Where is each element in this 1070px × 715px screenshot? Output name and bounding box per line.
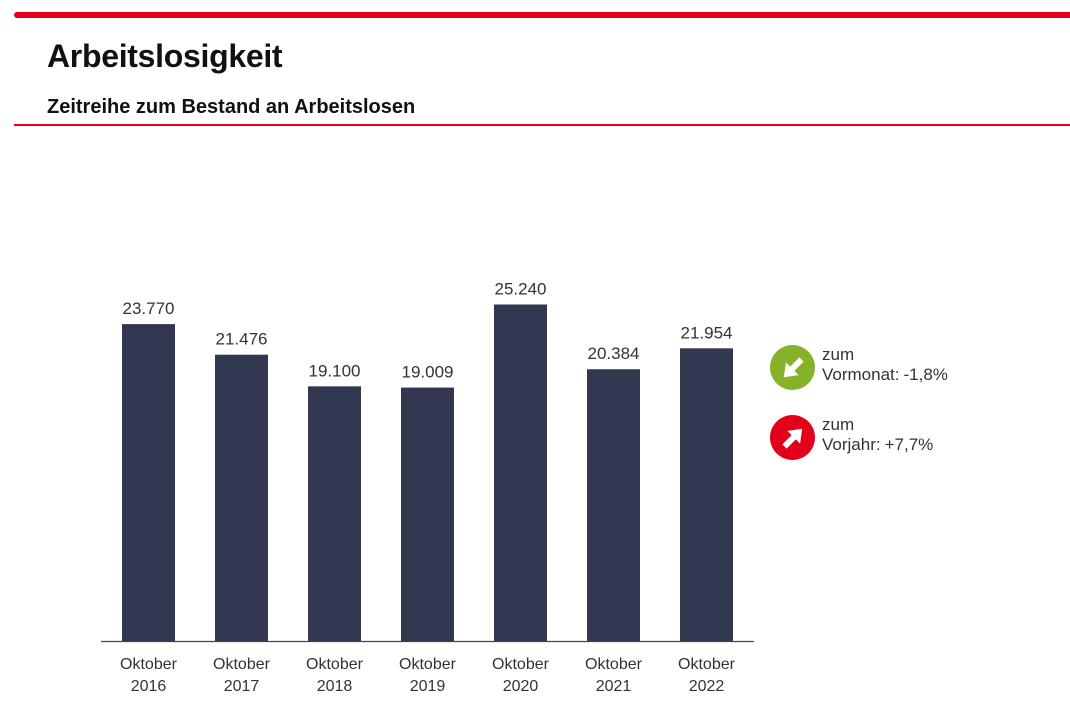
x-tick-label: Oktober — [492, 656, 550, 673]
x-tick-label: 2016 — [131, 678, 167, 695]
x-tick-label: 2021 — [596, 678, 632, 695]
x-tick-label: 2018 — [317, 678, 353, 695]
data-label: 19.100 — [309, 361, 361, 380]
trend-vormonat-label: Vormonat: — [822, 365, 900, 384]
data-label: 25.240 — [495, 280, 547, 299]
data-label: 23.770 — [123, 299, 175, 318]
data-label: 21.954 — [681, 323, 733, 342]
bar-oktober-2021 — [587, 369, 640, 641]
bar-oktober-2020 — [494, 304, 547, 641]
arrow-down-right-icon — [770, 345, 815, 390]
trend-vormonat-value: -1,8% — [903, 365, 948, 384]
bar-oktober-2022 — [680, 348, 733, 641]
bar-oktober-2016 — [122, 324, 175, 641]
x-tick-label: Oktober — [120, 656, 178, 673]
header-top-rule — [14, 12, 1070, 18]
x-tick-label: Oktober — [213, 656, 271, 673]
x-tick-label: 2019 — [410, 678, 446, 695]
trend-vorjahr-label: Vorjahr: — [822, 435, 881, 454]
x-tick-label: 2017 — [224, 678, 260, 695]
bar-oktober-2017 — [215, 354, 268, 641]
x-tick-label: Oktober — [678, 656, 736, 673]
trend-vormonat: zum Vormonat: -1,8% — [770, 345, 948, 390]
data-label: 21.476 — [216, 330, 268, 349]
trend-vorjahr-value: +7,7% — [884, 435, 934, 454]
page-title: Arbeitslosigkeit — [47, 38, 283, 74]
arrow-up-right-icon — [770, 415, 815, 460]
x-tick-label: 2022 — [689, 678, 725, 695]
x-tick-label: Oktober — [306, 656, 364, 673]
bar-oktober-2018 — [308, 386, 361, 641]
data-label: 20.384 — [588, 344, 640, 363]
trend-vormonat-prefix: zum — [822, 345, 855, 364]
bar-oktober-2019 — [401, 387, 454, 641]
x-tick-label: Oktober — [399, 656, 457, 673]
x-tick-label: 2020 — [503, 678, 539, 695]
trend-vorjahr: zum Vorjahr: +7,7% — [770, 415, 933, 460]
header-divider — [14, 124, 1070, 126]
page-subtitle: Zeitreihe zum Bestand an Arbeitslosen — [47, 96, 416, 118]
trend-vorjahr-prefix: zum — [822, 415, 855, 434]
x-tick-label: Oktober — [585, 656, 643, 673]
data-label: 19.009 — [402, 363, 454, 382]
